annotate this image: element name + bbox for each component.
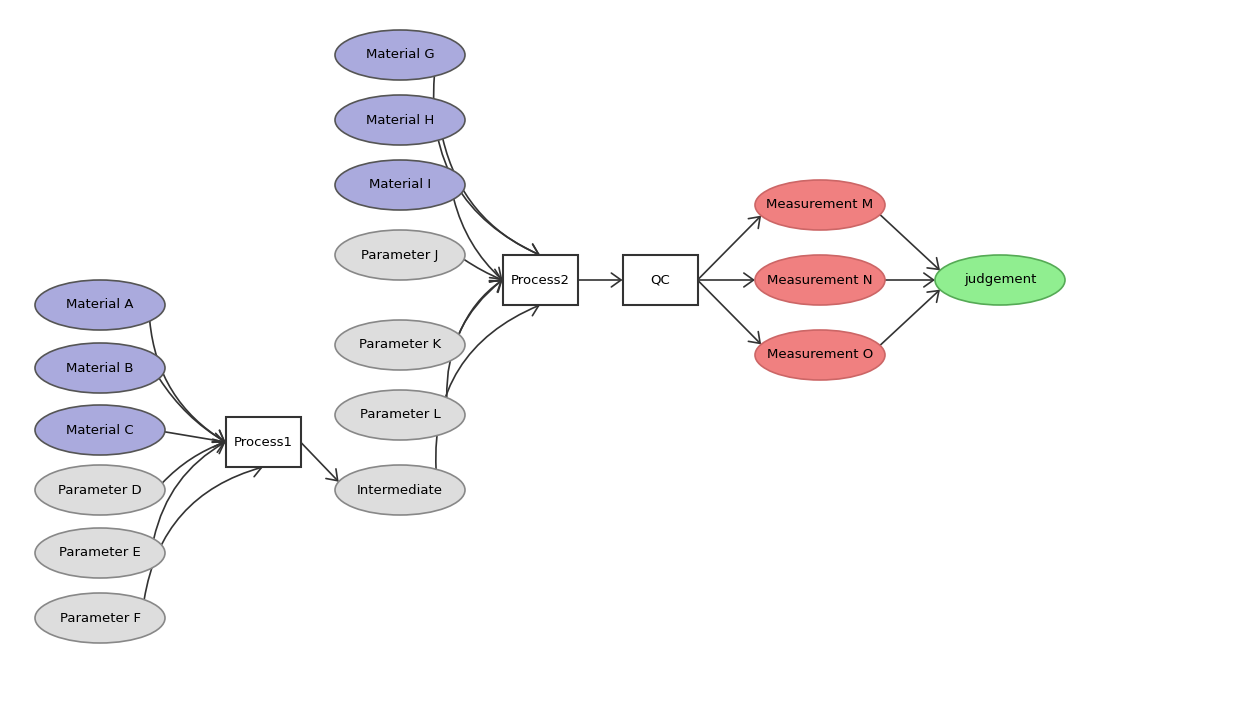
Ellipse shape: [35, 405, 165, 455]
Ellipse shape: [935, 255, 1065, 305]
Text: Process1: Process1: [233, 435, 293, 449]
FancyArrowPatch shape: [446, 281, 501, 398]
FancyArrowPatch shape: [697, 280, 760, 343]
Ellipse shape: [335, 160, 465, 210]
Text: Parameter J: Parameter J: [361, 248, 439, 262]
Text: Material A: Material A: [66, 298, 134, 311]
Text: Parameter F: Parameter F: [60, 611, 140, 625]
FancyArrowPatch shape: [880, 291, 939, 345]
Ellipse shape: [335, 465, 465, 515]
Text: Parameter E: Parameter E: [60, 547, 141, 559]
FancyArrowPatch shape: [144, 463, 262, 600]
Ellipse shape: [335, 30, 465, 80]
FancyArrowPatch shape: [162, 439, 224, 483]
Text: Material I: Material I: [370, 179, 432, 191]
Ellipse shape: [755, 180, 885, 230]
Ellipse shape: [755, 255, 885, 305]
FancyArrowPatch shape: [885, 273, 934, 287]
Ellipse shape: [755, 330, 885, 380]
Text: Measurement O: Measurement O: [766, 349, 873, 362]
Ellipse shape: [35, 343, 165, 393]
Ellipse shape: [35, 528, 165, 578]
Ellipse shape: [335, 390, 465, 440]
Text: Material H: Material H: [366, 113, 434, 126]
Text: Parameter K: Parameter K: [358, 338, 441, 352]
FancyArrowPatch shape: [434, 77, 538, 257]
Text: Measurement M: Measurement M: [766, 199, 873, 211]
FancyArrowPatch shape: [697, 273, 754, 287]
FancyBboxPatch shape: [502, 255, 578, 305]
Ellipse shape: [35, 280, 165, 330]
FancyArrowPatch shape: [300, 442, 337, 481]
FancyBboxPatch shape: [226, 417, 300, 467]
FancyArrowPatch shape: [454, 199, 501, 279]
Text: Measurement N: Measurement N: [768, 274, 873, 286]
Text: judgement: judgement: [963, 274, 1037, 286]
FancyArrowPatch shape: [165, 432, 224, 447]
Ellipse shape: [335, 320, 465, 370]
FancyArrowPatch shape: [150, 321, 224, 442]
Text: Parameter L: Parameter L: [360, 408, 440, 421]
FancyArrowPatch shape: [880, 215, 939, 269]
Ellipse shape: [335, 230, 465, 280]
Ellipse shape: [335, 95, 465, 145]
Ellipse shape: [35, 593, 165, 643]
FancyArrowPatch shape: [443, 139, 538, 257]
Text: Material C: Material C: [66, 423, 134, 437]
FancyArrowPatch shape: [154, 442, 224, 539]
Ellipse shape: [35, 465, 165, 515]
FancyBboxPatch shape: [622, 255, 697, 305]
FancyArrowPatch shape: [697, 217, 760, 280]
Text: Parameter D: Parameter D: [58, 484, 141, 496]
Text: Process2: Process2: [511, 274, 569, 286]
FancyArrowPatch shape: [435, 303, 538, 469]
FancyArrowPatch shape: [159, 379, 224, 442]
Text: QC: QC: [650, 274, 670, 286]
FancyArrowPatch shape: [459, 281, 501, 335]
Text: Material B: Material B: [66, 362, 134, 374]
Text: Intermediate: Intermediate: [357, 484, 443, 496]
FancyArrowPatch shape: [578, 273, 621, 287]
Text: Material G: Material G: [366, 48, 434, 62]
FancyArrowPatch shape: [464, 259, 501, 282]
